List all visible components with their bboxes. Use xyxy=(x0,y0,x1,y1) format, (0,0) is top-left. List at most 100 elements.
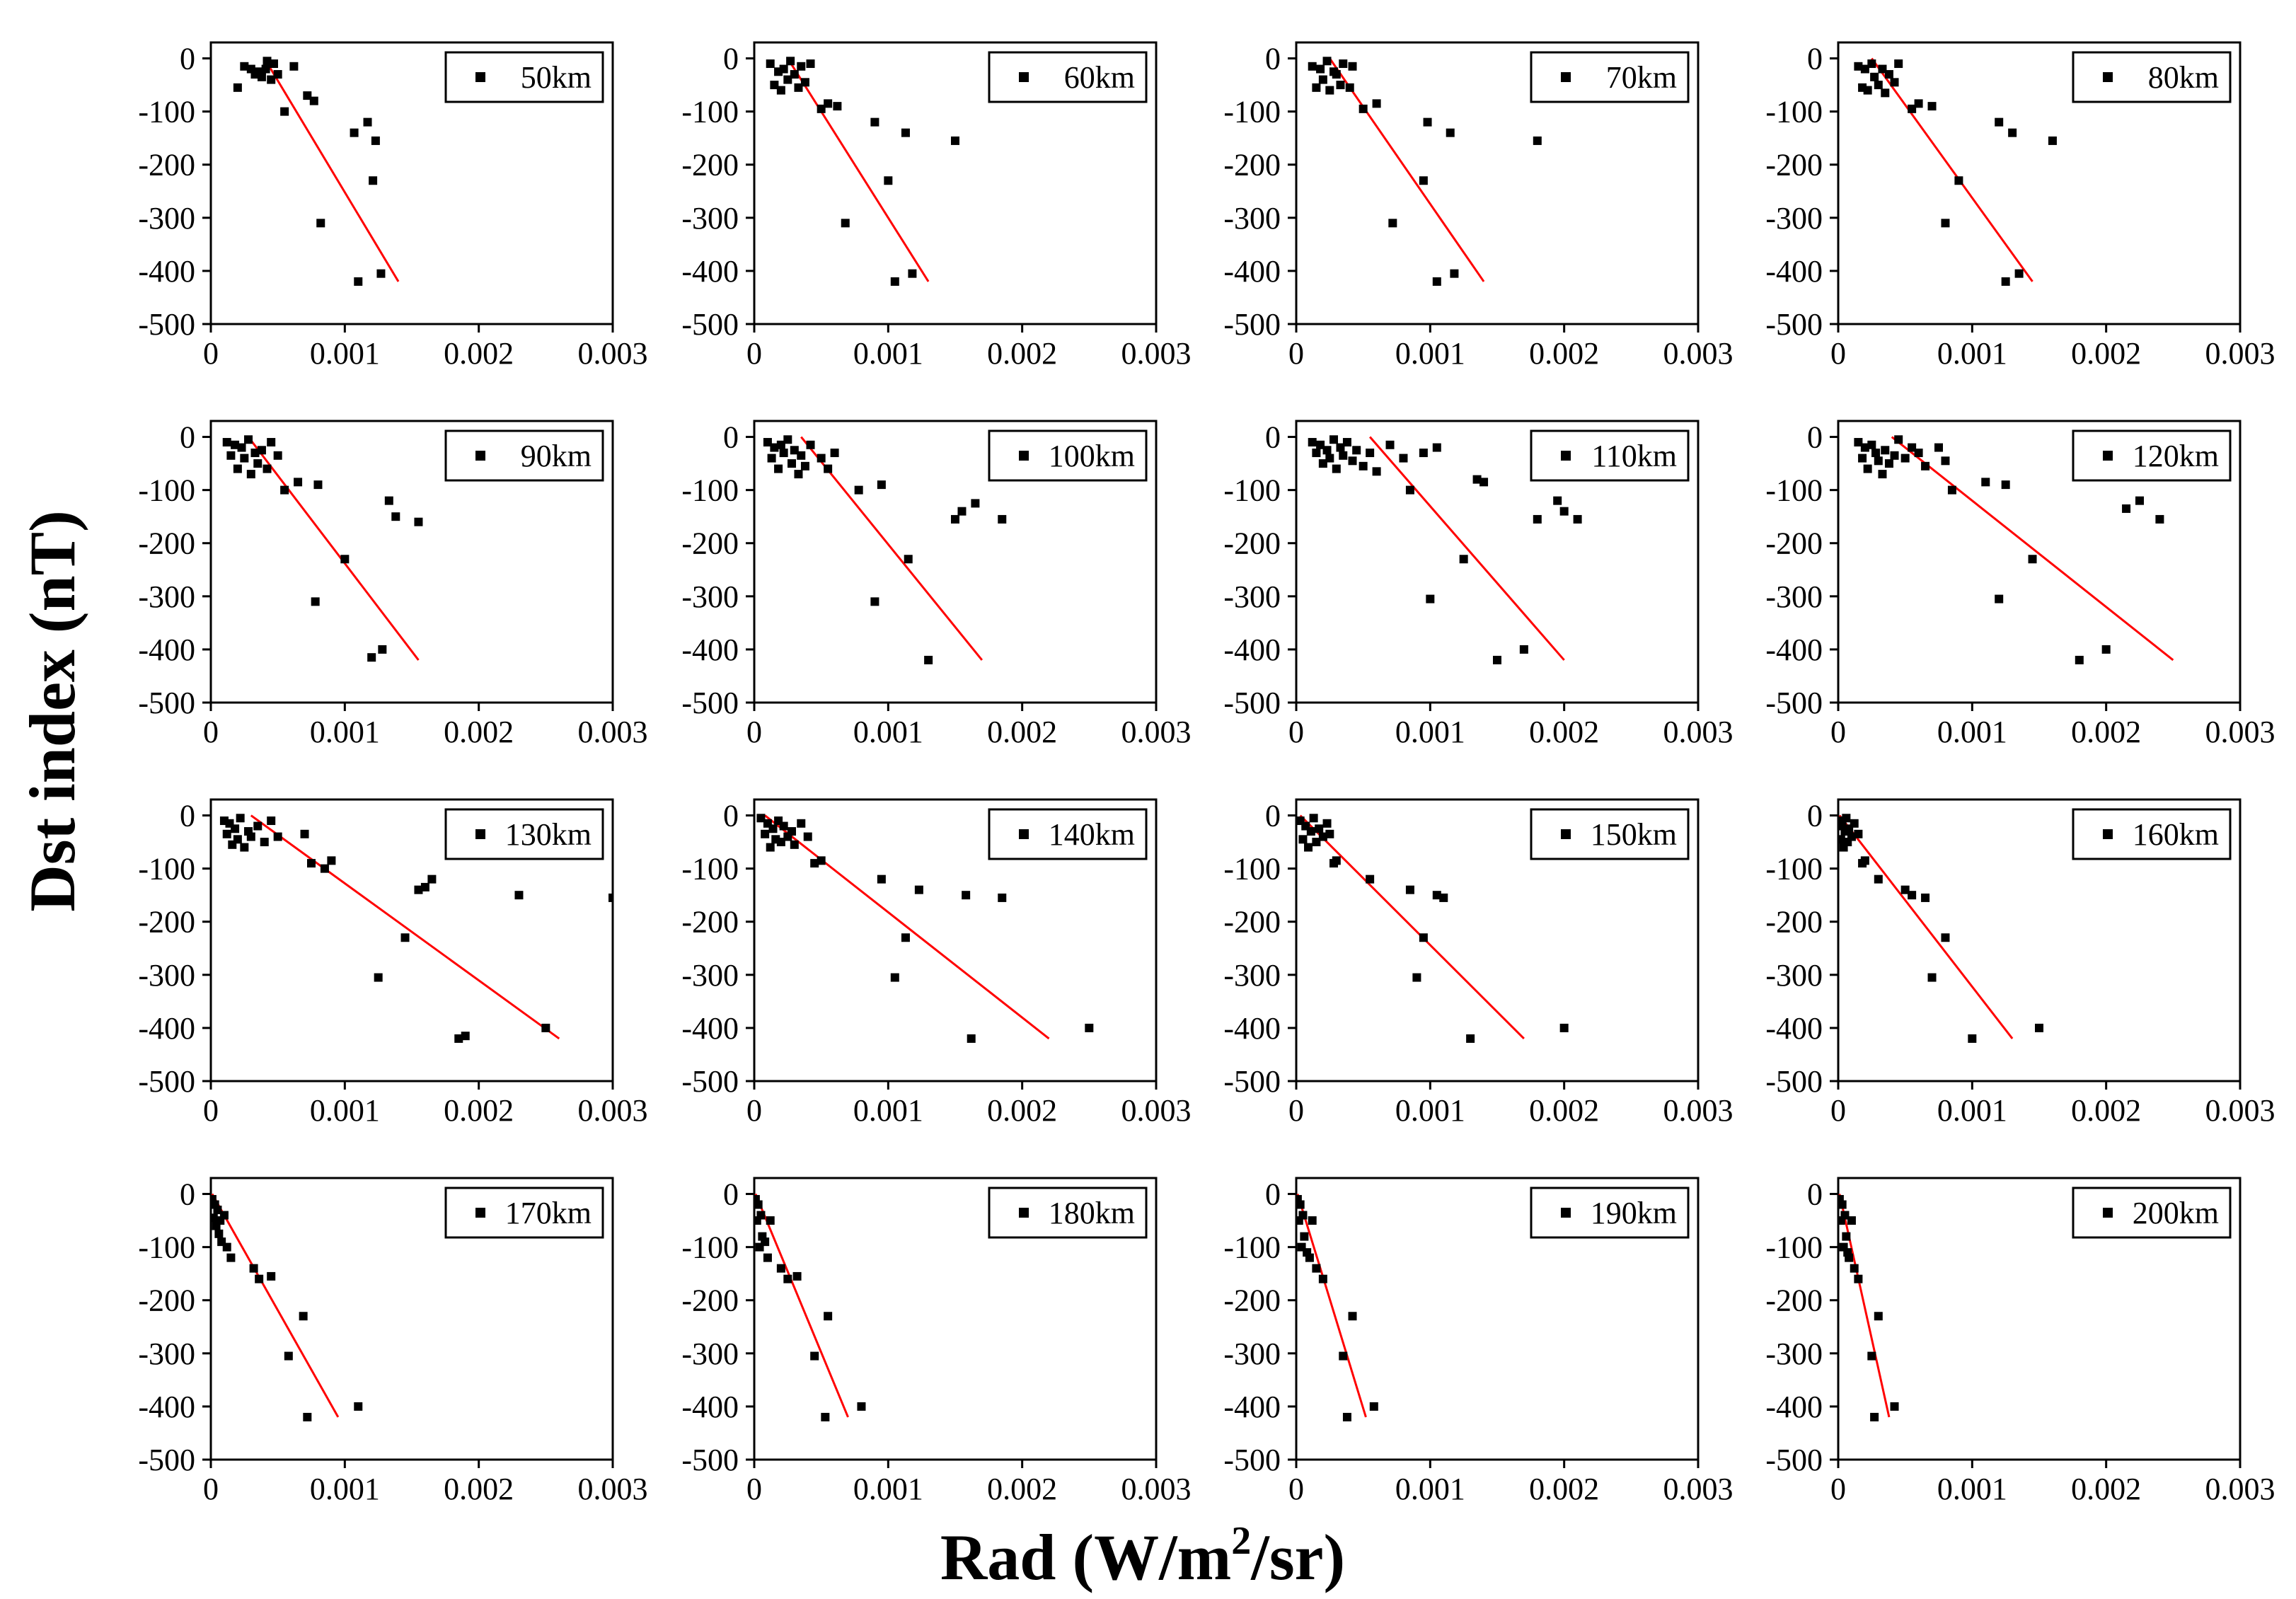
data-point xyxy=(257,72,266,81)
data-point xyxy=(800,78,809,87)
data-point xyxy=(354,277,363,286)
data-point xyxy=(263,57,272,66)
y-tick-label: 0 xyxy=(180,42,195,76)
panel-180km: 0 0.001 0.002 0.003 0 -100 -200 -300 -400 -500 180… xyxy=(681,1177,1192,1506)
data-point xyxy=(240,843,249,852)
data-point xyxy=(1085,1023,1094,1032)
data-layer xyxy=(763,435,1007,664)
data-point xyxy=(776,1264,785,1273)
data-point xyxy=(1385,440,1395,449)
panel-100km: 0 0.001 0.002 0.003 0 -100 -200 -300 -400 -500 100… xyxy=(681,420,1192,749)
legend-marker xyxy=(475,451,485,461)
data-point xyxy=(1316,64,1325,74)
x-tick-label: 0.001 xyxy=(1937,1472,2007,1506)
legend-box xyxy=(1530,429,1690,482)
data-point xyxy=(1850,819,1859,828)
panel-190km: 0 0.001 0.002 0.003 0 -100 -200 -300 -400 -500 190… xyxy=(1223,1177,1733,1506)
data-point xyxy=(967,1034,976,1043)
data-point xyxy=(1921,461,1930,471)
legend-label: 190km xyxy=(1591,1196,1677,1230)
data-point xyxy=(817,856,826,865)
y-tick-label: -400 xyxy=(681,254,739,289)
data-point xyxy=(971,499,980,508)
data-point xyxy=(998,514,1007,524)
y-tick-label: -200 xyxy=(681,148,739,183)
data-point xyxy=(244,435,253,444)
y-tick-label: -300 xyxy=(138,201,195,236)
x-tick-label: 0.001 xyxy=(1937,336,2007,371)
data-point xyxy=(267,75,276,84)
data-point xyxy=(327,856,336,865)
x-tick-label: 0.003 xyxy=(578,1093,648,1128)
data-point xyxy=(1995,594,2004,604)
y-tick-label: -300 xyxy=(681,958,739,993)
plot-frame xyxy=(209,798,614,1083)
y-tick-label: -200 xyxy=(1223,526,1281,561)
y-tick-label: -300 xyxy=(1223,958,1281,993)
data-point xyxy=(367,653,376,662)
y-tick-label: 0 xyxy=(1807,420,1823,455)
data-layer xyxy=(754,1193,866,1421)
y-tick-label: -500 xyxy=(1223,686,1281,720)
data-point xyxy=(1322,57,1332,66)
y-tick-label: -300 xyxy=(138,579,195,614)
x-tick-label: 0.002 xyxy=(444,336,514,371)
y-tick-label: -500 xyxy=(1765,1443,1823,1477)
y-tick-label: -500 xyxy=(1223,1443,1281,1477)
x-tick-label: 0.001 xyxy=(853,1093,923,1128)
data-point xyxy=(1450,269,1459,278)
plot-frame xyxy=(1837,798,2242,1083)
data-point xyxy=(233,835,242,844)
data-point xyxy=(1305,1253,1314,1262)
data-point xyxy=(2008,128,2017,137)
data-layer xyxy=(1838,814,2043,1043)
y-tick-label: -100 xyxy=(1223,1230,1281,1265)
data-point xyxy=(854,485,863,495)
data-point xyxy=(797,819,806,828)
legend-marker xyxy=(1019,829,1029,839)
data-point xyxy=(1874,81,1883,90)
data-point xyxy=(1941,219,1950,228)
x-tick-label: 0.002 xyxy=(444,715,514,749)
x-tick-label: 0 xyxy=(1830,1093,1846,1128)
data-point xyxy=(1884,70,1893,79)
y-tick-label: -100 xyxy=(681,473,739,508)
panel-150km: 0 0.001 0.002 0.003 0 -100 -200 -300 -400 -500 150… xyxy=(1223,798,1733,1128)
legend-box xyxy=(2072,51,2232,103)
legend-label: 170km xyxy=(505,1196,592,1230)
data-point xyxy=(2001,480,2010,490)
data-point xyxy=(1336,443,1345,452)
panel-200km: 0 0.001 0.002 0.003 0 -100 -200 -300 -400 -500 200… xyxy=(1765,1177,2275,1506)
x-tick-label: 0.001 xyxy=(310,715,380,749)
y-tick-label: -100 xyxy=(681,1230,739,1265)
data-point xyxy=(1296,1200,1305,1209)
panels: 0 0.001 0.002 0.003 0 -100 -200 -300 -400 -500 50k… xyxy=(138,41,2275,1506)
data-point xyxy=(1325,454,1334,463)
data-point xyxy=(240,62,249,71)
data-point xyxy=(821,1412,830,1421)
legend-marker xyxy=(475,829,485,839)
data-point xyxy=(257,446,266,455)
data-point xyxy=(222,829,231,838)
y-tick-label: -200 xyxy=(1223,1283,1281,1318)
data-point xyxy=(303,91,312,100)
data-point xyxy=(246,832,255,841)
y-tick-label: -200 xyxy=(138,148,195,183)
legend-marker xyxy=(2103,451,2113,461)
data-point xyxy=(1312,449,1321,458)
data-point xyxy=(240,454,249,463)
data-point xyxy=(770,443,779,452)
x-tick-label: 0 xyxy=(746,336,762,371)
legend-label: 180km xyxy=(1049,1196,1135,1230)
legend-box xyxy=(444,808,604,860)
data-point xyxy=(226,451,236,460)
data-point xyxy=(1369,1402,1378,1411)
data-point xyxy=(1863,464,1872,473)
legend-marker xyxy=(2103,72,2113,82)
y-tick-label: -100 xyxy=(1223,852,1281,887)
x-tick-label: 0.002 xyxy=(1529,336,1599,371)
data-point xyxy=(1921,893,1930,902)
data-point xyxy=(1336,81,1345,90)
plot-frame xyxy=(1837,41,2242,325)
data-layer xyxy=(1854,57,2057,286)
